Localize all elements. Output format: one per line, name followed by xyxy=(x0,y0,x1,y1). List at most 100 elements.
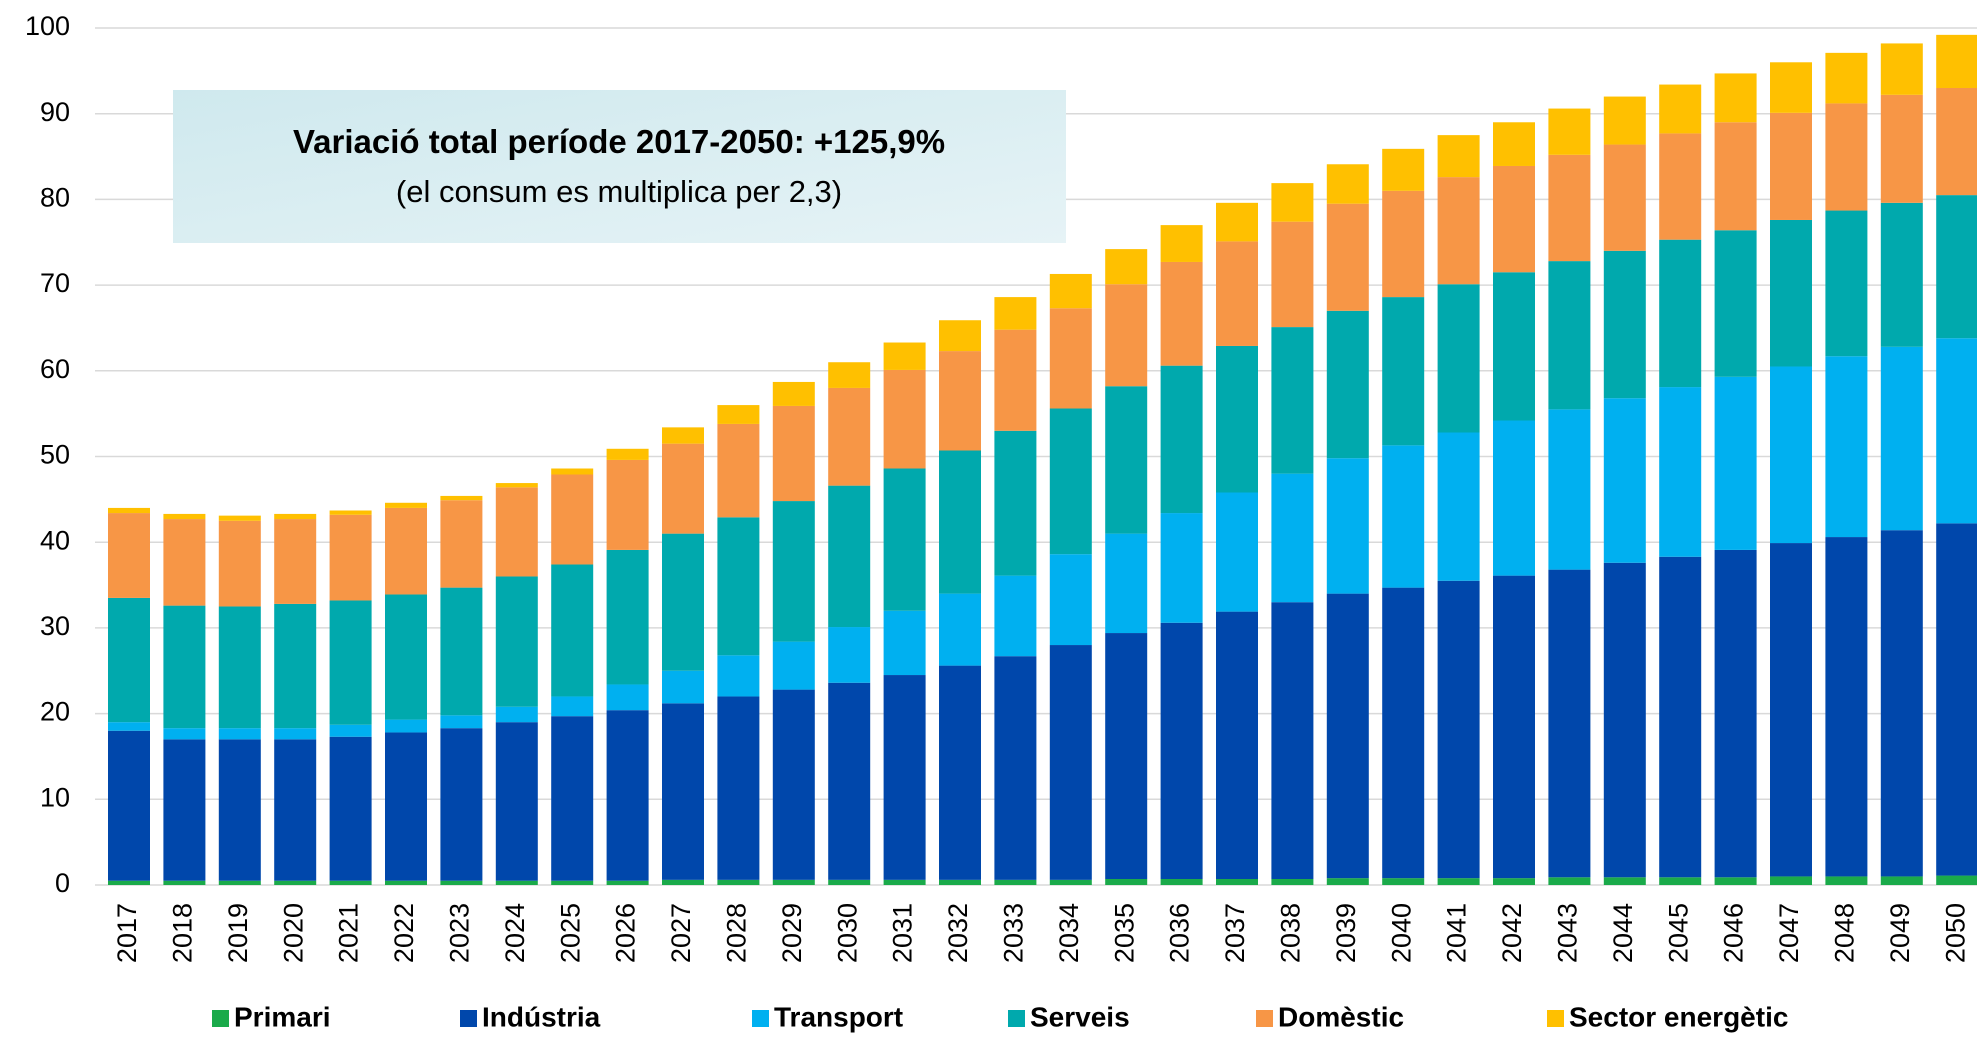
bar-segment xyxy=(1880,94,1923,203)
bar-segment xyxy=(1714,877,1757,885)
bar-segment xyxy=(1326,593,1369,879)
bar-segment xyxy=(828,362,871,388)
bar-segment xyxy=(440,587,483,716)
annotation-headline: Variació total període 2017-2050: +125,9… xyxy=(293,123,945,160)
bar-segment xyxy=(163,605,206,729)
bar-segment xyxy=(1880,530,1923,877)
bar-segment xyxy=(440,495,483,501)
bar-segment xyxy=(772,381,815,406)
y-tick-label: 50 xyxy=(40,440,70,470)
bar-segment xyxy=(1936,523,1977,876)
bar-segment xyxy=(1825,103,1868,211)
bar-segment xyxy=(1603,144,1646,251)
bar-segment xyxy=(606,684,649,711)
bar-segment xyxy=(329,514,372,601)
bar-segment xyxy=(1825,52,1868,104)
bar-segment xyxy=(1105,633,1148,880)
bar-segment xyxy=(1493,878,1535,885)
bar-segment xyxy=(495,487,538,577)
bar-segment xyxy=(495,722,538,881)
bar-segment xyxy=(883,610,926,676)
bar-segment xyxy=(163,728,206,740)
bar-segment xyxy=(274,513,317,520)
bar-segment xyxy=(994,430,1037,576)
x-tick-label: 2032 xyxy=(943,903,973,963)
x-tick-label: 2043 xyxy=(1553,903,1583,963)
legend-swatch xyxy=(1256,1010,1273,1027)
bar-segment xyxy=(1437,284,1480,433)
bar-segment xyxy=(1936,875,1977,885)
legend-swatch xyxy=(752,1010,769,1027)
x-tick-label: 2026 xyxy=(611,903,641,963)
y-tick-label: 80 xyxy=(40,183,70,213)
bar-segment xyxy=(163,880,206,885)
legend-label: Serveis xyxy=(1030,1001,1130,1032)
bar-segment xyxy=(1049,273,1092,309)
x-tick-label: 2025 xyxy=(555,903,585,963)
bar-segment xyxy=(772,405,815,502)
bar-segment xyxy=(1770,112,1812,220)
bar-segment xyxy=(218,515,261,521)
bar-segment xyxy=(440,728,483,881)
bar-segment xyxy=(717,879,760,885)
bar-segment xyxy=(828,627,871,683)
y-tick-label: 20 xyxy=(40,697,70,727)
x-tick-label: 2021 xyxy=(334,903,364,963)
bars: 2017 2018 2019 2020 2021 2022 2023 2024 2025 2026… xyxy=(108,34,1977,963)
bar-segment xyxy=(1382,587,1425,879)
bar-segment xyxy=(108,507,150,514)
bar-segment xyxy=(1603,877,1646,885)
bar-segment xyxy=(939,593,981,666)
bar-segment xyxy=(1216,202,1258,242)
bar-segment xyxy=(1659,133,1702,240)
x-tick-label: 2044 xyxy=(1608,903,1638,963)
bar-segment xyxy=(1548,569,1591,878)
bar-segment xyxy=(385,719,427,733)
bar-segment xyxy=(1548,154,1591,262)
bar-segment xyxy=(440,715,483,729)
bar-segment xyxy=(440,880,483,885)
bar-segment xyxy=(1049,408,1092,555)
bar-segment xyxy=(1437,432,1480,581)
bar-segment xyxy=(1049,879,1092,885)
bar-segment xyxy=(772,641,815,690)
bar-segment xyxy=(772,879,815,885)
bar-segment xyxy=(717,405,760,424)
y-tick-label: 90 xyxy=(40,97,70,127)
bar-segment xyxy=(1216,241,1258,346)
x-tick-label: 2030 xyxy=(832,903,862,963)
bar-segment xyxy=(385,507,427,595)
bar-segment xyxy=(108,597,150,723)
bar-segment xyxy=(1382,878,1425,885)
bar-segment xyxy=(1105,284,1148,387)
legend-swatch xyxy=(460,1010,477,1027)
bar-segment xyxy=(1714,122,1757,231)
bar-segment xyxy=(1105,249,1148,285)
x-tick-label: 2017 xyxy=(112,903,142,963)
bar-segment xyxy=(1880,43,1923,95)
bar-segment xyxy=(1825,876,1868,885)
x-tick-label: 2035 xyxy=(1109,903,1139,963)
bar-segment xyxy=(717,423,760,518)
bar-segment xyxy=(218,739,261,881)
bar-segment xyxy=(994,575,1037,657)
bar-segment xyxy=(717,696,760,880)
bar-segment xyxy=(163,739,206,881)
bar-segment xyxy=(1382,445,1425,588)
bar-segment xyxy=(1437,878,1480,885)
bar-segment xyxy=(1603,96,1646,145)
bar-segment xyxy=(1880,346,1923,531)
x-tick-label: 2050 xyxy=(1940,903,1970,963)
bar-segment xyxy=(662,533,704,671)
bar-segment xyxy=(828,485,871,628)
bar-segment xyxy=(606,710,649,881)
annotation-title: Variació total període 2017-2050: xyxy=(293,123,805,160)
bar-segment xyxy=(828,682,871,880)
bar-segment xyxy=(939,320,981,352)
bar-segment xyxy=(163,519,206,606)
bar-segment xyxy=(1880,202,1923,347)
bar-segment xyxy=(1770,876,1812,885)
x-tick-label: 2047 xyxy=(1774,903,1804,963)
y-tick-label: 60 xyxy=(40,354,70,384)
bar-segment xyxy=(606,549,649,685)
